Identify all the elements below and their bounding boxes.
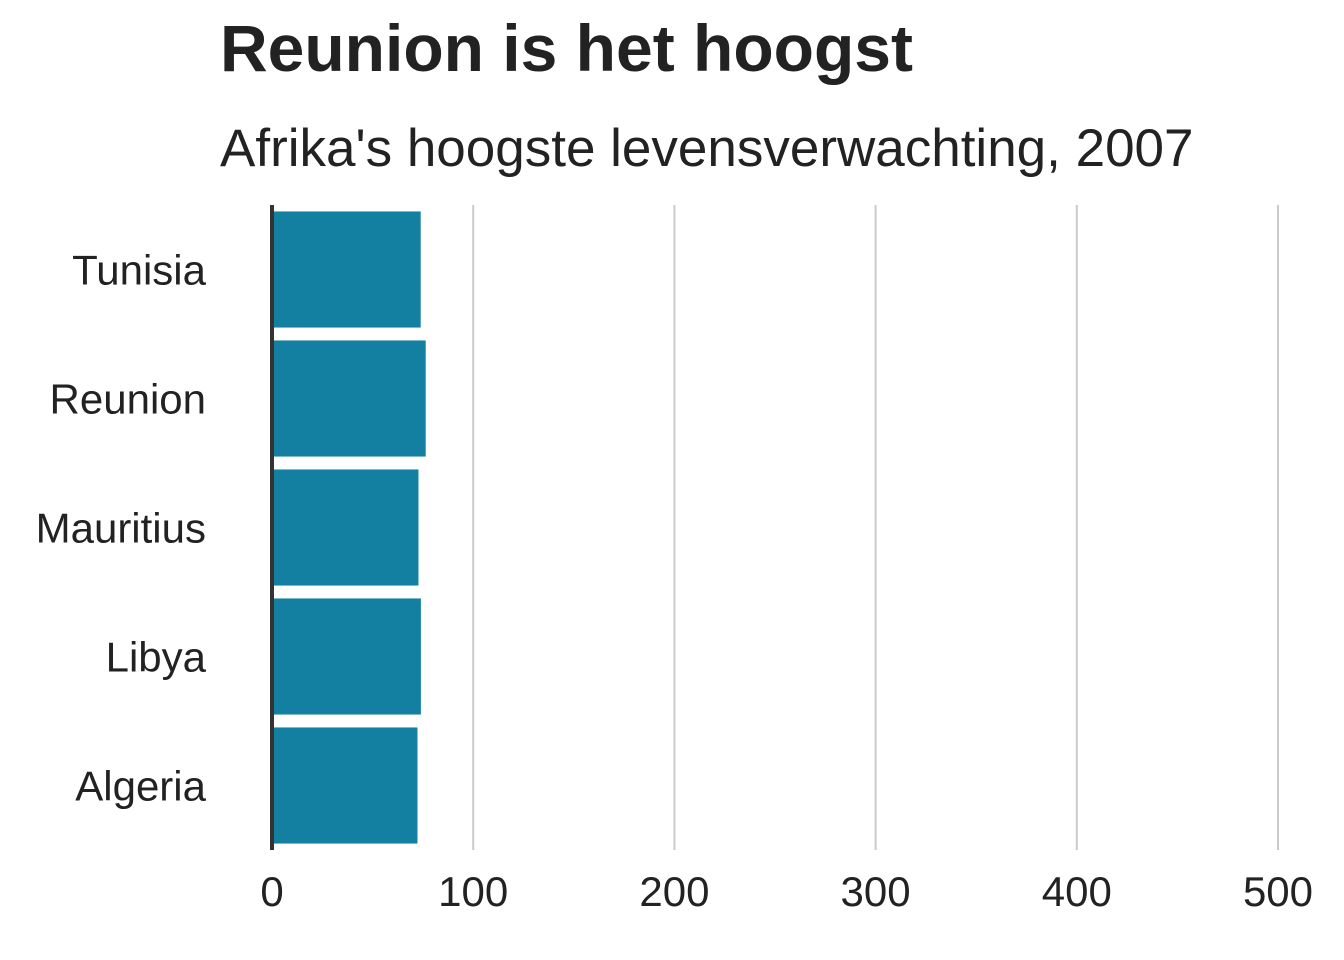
category-label: Libya: [106, 634, 207, 681]
category-label: Reunion: [50, 376, 206, 423]
bars: [272, 211, 426, 844]
x-tick-label: 300: [841, 868, 911, 915]
bar: [272, 598, 421, 715]
bar: [272, 469, 419, 586]
bar: [272, 340, 426, 457]
x-tick-label: 500: [1243, 868, 1313, 915]
x-tick-label: 0: [260, 868, 283, 915]
chart-subtitle: Afrika's hoogste levensverwachting, 2007: [220, 119, 1194, 178]
bar: [272, 211, 421, 328]
bar: [272, 727, 418, 844]
x-tick-label: 200: [639, 868, 709, 915]
chart-title: Reunion is het hoogst: [220, 11, 913, 85]
category-label: Algeria: [75, 763, 206, 810]
x-tick-label: 400: [1042, 868, 1112, 915]
category-label: Tunisia: [72, 247, 206, 294]
category-label: Mauritius: [36, 505, 206, 552]
labels: 0 100 200 300 400 500 Tunisia Reunion Mauritius L…: [36, 247, 1313, 916]
x-tick-label: 100: [438, 868, 508, 915]
grid-lines: [472, 205, 1279, 850]
